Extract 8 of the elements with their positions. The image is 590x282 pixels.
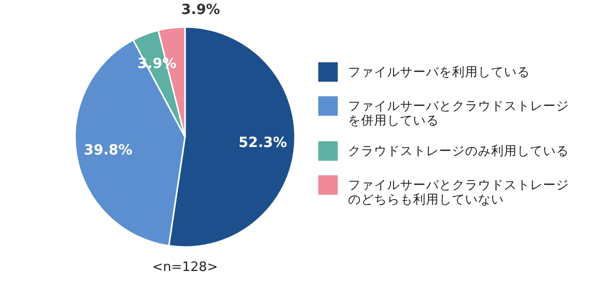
data-label: 3.9%: [181, 2, 220, 18]
legend-label: ファイルサーバを利用している: [348, 64, 530, 79]
legend-label: ファイルサーバとクラウドストレージを併用している: [348, 98, 569, 128]
legend-label: クラウドストレージのみ利用している: [348, 143, 569, 158]
data-label: 39.8%: [84, 142, 132, 158]
legend-label: ファイルサーバとクラウドストレージのどちらも利用していない: [348, 177, 569, 206]
text: <n=128>: [152, 260, 218, 275]
data-label: 52.3%: [238, 134, 288, 151]
